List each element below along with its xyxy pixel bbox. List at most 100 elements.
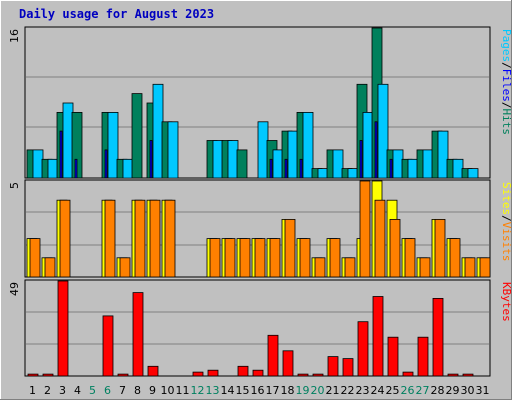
day-label: 26 — [401, 384, 415, 397]
day-label: 27 — [416, 384, 430, 397]
series-legend-label: KBytes — [500, 282, 512, 322]
visits-bar — [284, 218, 296, 278]
pages-bar — [332, 149, 344, 179]
day-label: 5 — [89, 384, 96, 397]
visits-bar — [209, 238, 221, 278]
day-label: 12 — [191, 384, 205, 397]
visits-bar — [419, 257, 431, 278]
kbytes-bar — [387, 336, 399, 377]
kbytes-bar — [147, 365, 159, 377]
kbytes-bar — [102, 315, 114, 377]
visits-bar — [299, 238, 311, 278]
kbytes-bar — [237, 365, 249, 377]
visits-bar — [254, 238, 266, 278]
pages-bar — [62, 102, 74, 179]
visits-bar — [104, 199, 116, 278]
visits-bar — [59, 199, 71, 278]
series-legend-label: Sites/Visits — [500, 182, 512, 262]
visits-bar — [224, 238, 236, 278]
day-label: 21 — [326, 384, 340, 397]
kbytes-bar — [312, 373, 324, 377]
kbytes-bar — [282, 350, 294, 377]
series-legend-label: Pages/Files/Hits — [500, 29, 512, 135]
panel-bottom: 49 KBytes — [8, 279, 512, 377]
day-label: 23 — [356, 384, 370, 397]
visits-bar — [464, 257, 476, 278]
day-label: 19 — [296, 384, 310, 397]
day-label: 3 — [59, 384, 66, 397]
pages-bar — [257, 121, 269, 179]
kbytes-bar — [27, 373, 39, 377]
pages-bar — [422, 149, 434, 179]
pages-bar — [377, 83, 389, 179]
pages-bar — [362, 112, 374, 179]
kbytes-bar — [432, 297, 444, 377]
pages-bar — [287, 130, 299, 179]
day-label: 15 — [236, 384, 250, 397]
pages-bar — [167, 121, 179, 179]
pages-bar — [122, 158, 134, 179]
visits-bar — [434, 218, 446, 278]
kbytes-bar — [117, 373, 129, 377]
day-label: 20 — [311, 384, 325, 397]
legend-part: Files — [500, 69, 512, 102]
visits-bar — [44, 257, 56, 278]
day-label: 18 — [281, 384, 295, 397]
chart-title: Daily usage for August 2023 — [19, 7, 214, 21]
hits-bar — [131, 93, 143, 179]
kbytes-bar — [192, 371, 204, 377]
pages-bar — [212, 140, 224, 179]
ymax-label: 16 — [8, 29, 21, 43]
files-bar — [269, 158, 273, 179]
kbytes-bar — [372, 296, 384, 377]
kbytes-bar — [327, 356, 339, 377]
visits-bar — [269, 238, 281, 278]
day-label: 8 — [134, 384, 141, 397]
legend-part: / — [500, 215, 512, 222]
visits-bar — [404, 238, 416, 278]
visits-bar — [479, 257, 491, 278]
kbytes-bar — [297, 373, 309, 377]
visits-bar — [29, 238, 41, 278]
kbytes-bar — [462, 373, 474, 377]
legend-part: / — [500, 62, 512, 69]
visits-bar — [164, 199, 176, 278]
pages-bar — [452, 158, 464, 179]
panel-bottom-frame — [24, 279, 491, 377]
files-bar — [74, 158, 78, 179]
day-label: 25 — [386, 384, 400, 397]
pages-bar — [32, 149, 44, 179]
day-label: 16 — [251, 384, 265, 397]
files-bar — [359, 140, 363, 179]
pages-bar — [107, 112, 119, 179]
panel-middle: 5 Sites/Visits — [8, 179, 512, 278]
day-label: 10 — [161, 384, 175, 397]
day-label: 6 — [104, 384, 111, 397]
visits-bar — [119, 257, 131, 278]
pages-bar — [152, 83, 164, 179]
files-bar — [389, 158, 393, 179]
pages-bar — [407, 158, 419, 179]
visits-bar — [359, 180, 371, 278]
pages-bar — [227, 140, 239, 179]
kbytes-bar — [447, 373, 459, 377]
day-label: 2 — [44, 384, 51, 397]
day-label: 1 — [29, 384, 36, 397]
kbytes-bar — [42, 373, 54, 377]
visits-bar — [314, 257, 326, 278]
pages-bar — [317, 168, 329, 179]
visits-bar — [329, 238, 341, 278]
files-bar — [59, 130, 63, 179]
pages-bar — [467, 168, 479, 179]
kbytes-bar — [207, 369, 219, 377]
visits-bar — [134, 199, 146, 278]
panel-top: 16 Pages/Files/Hits — [8, 26, 512, 179]
pages-bar — [347, 168, 359, 179]
files-bar — [104, 149, 108, 179]
pages-bar — [272, 149, 284, 179]
visits-bar — [149, 199, 161, 278]
legend-part: Hits — [500, 109, 512, 136]
kbytes-bar — [57, 280, 69, 377]
day-label: 30 — [461, 384, 475, 397]
kbytes-bar — [402, 371, 414, 377]
